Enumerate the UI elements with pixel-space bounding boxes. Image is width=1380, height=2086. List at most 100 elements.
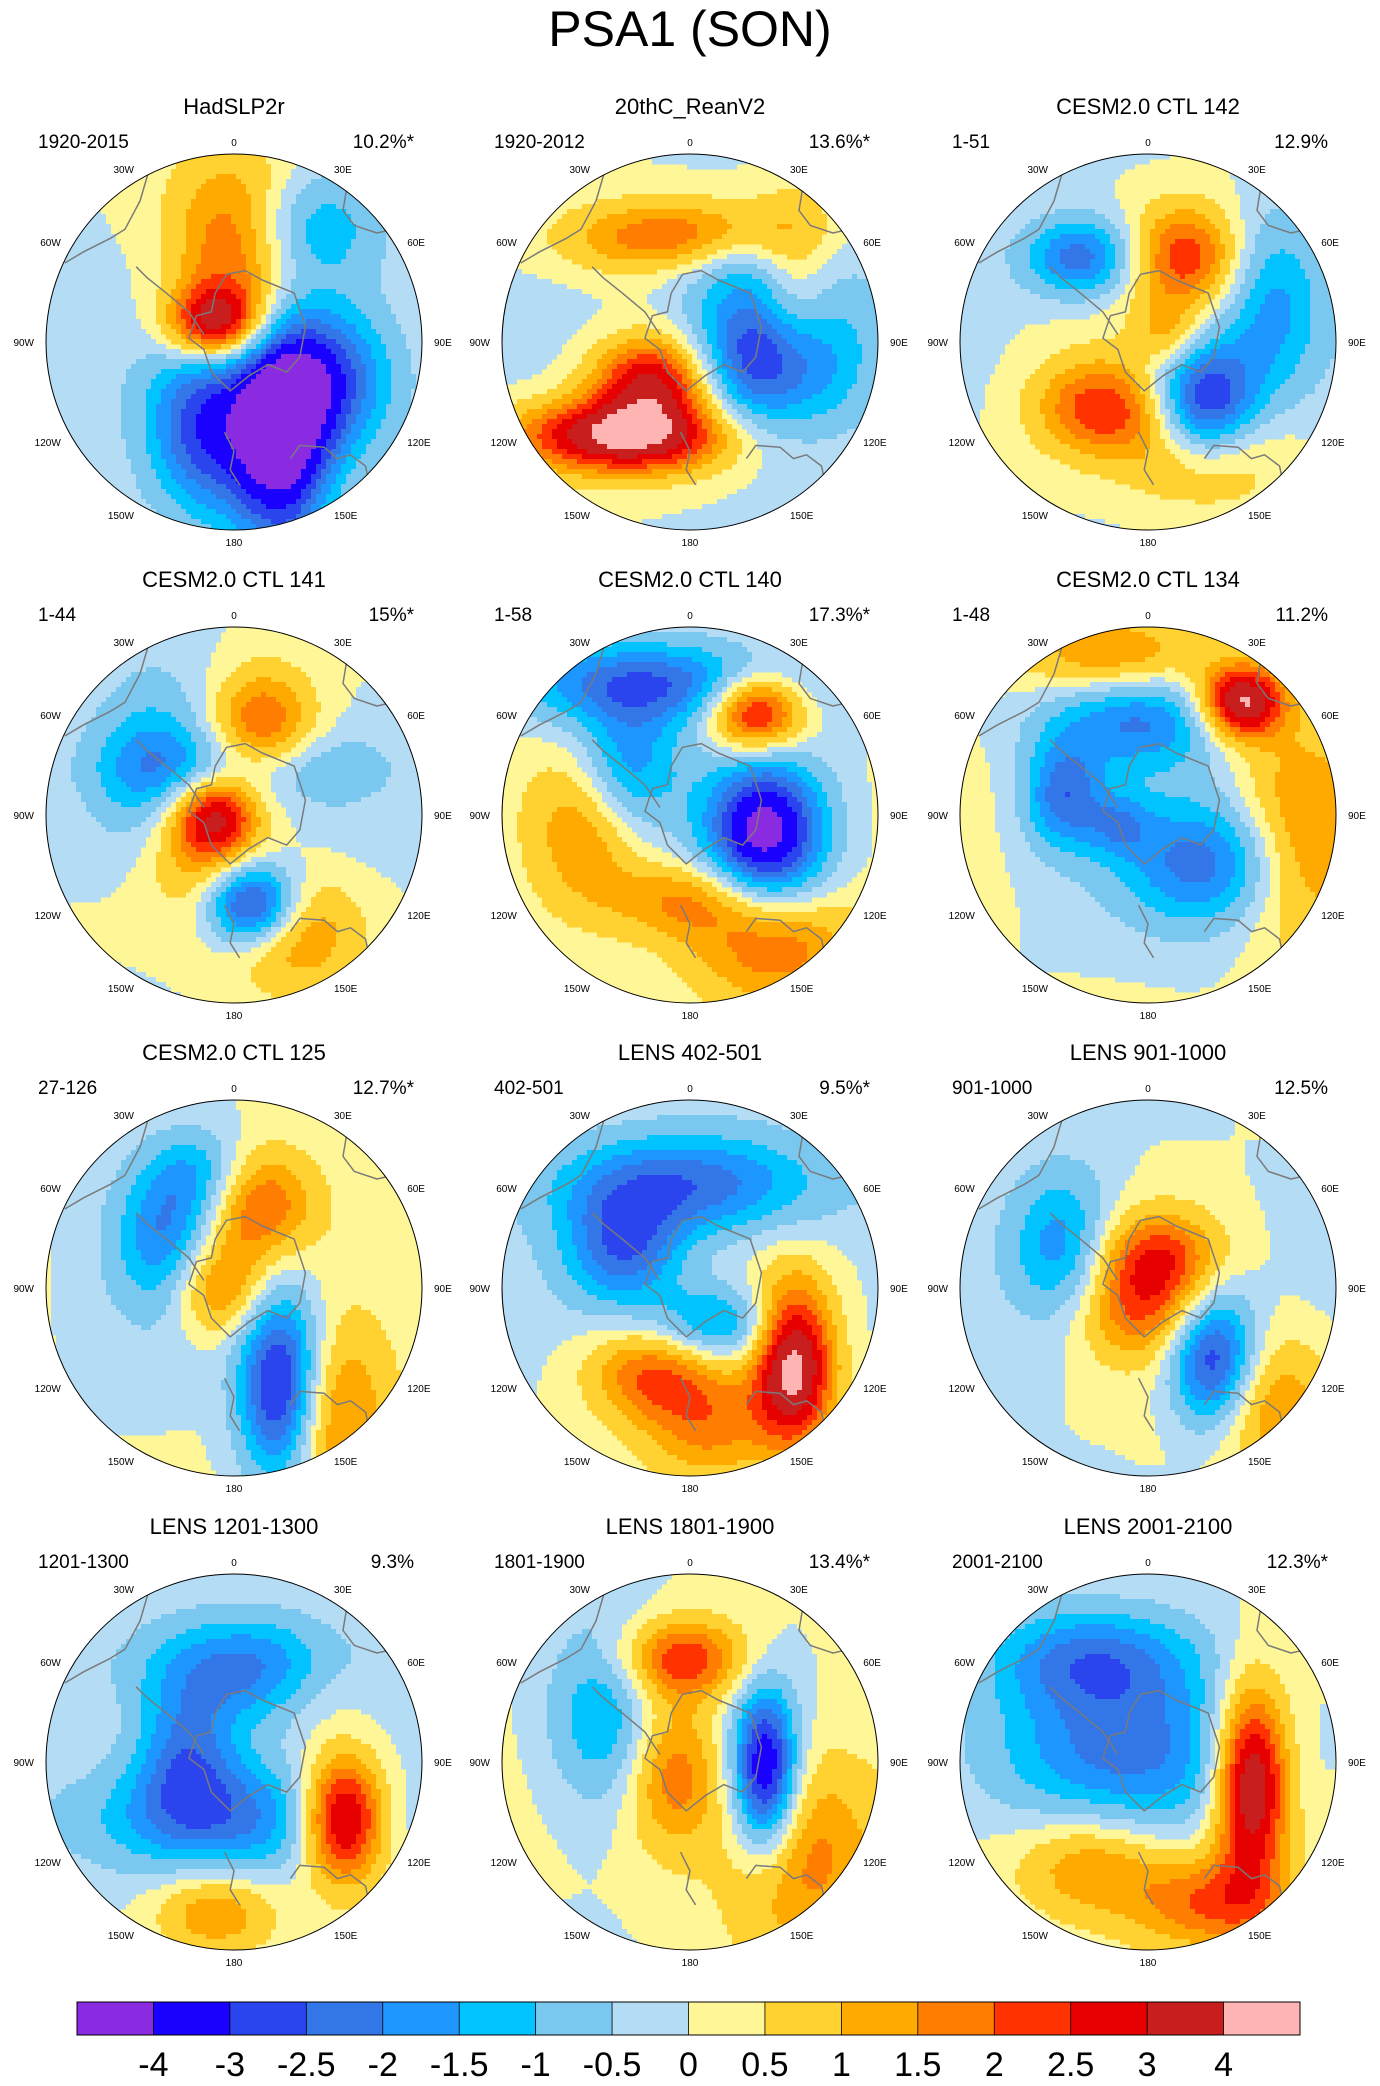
longitude-label: 90W bbox=[469, 338, 490, 349]
africa-coastline bbox=[798, 1607, 850, 1654]
contour-field bbox=[46, 627, 422, 1003]
colorbar-swatch bbox=[688, 2002, 766, 2035]
longitude-label: 60W bbox=[954, 711, 975, 722]
longitude-label: 90E bbox=[890, 1284, 908, 1295]
colorbar-tick-label: 2.5 bbox=[1047, 2046, 1094, 2084]
map-border bbox=[501, 1099, 879, 1477]
contour-field bbox=[46, 1574, 422, 1950]
longitude-label: 30W bbox=[1027, 1585, 1048, 1596]
colorbar-tick-label: 2 bbox=[985, 2046, 1004, 2084]
longitude-label: 150E bbox=[334, 984, 358, 995]
peninsula-coastline bbox=[591, 266, 661, 335]
australia-coastline bbox=[289, 1390, 371, 1432]
coastlines bbox=[64, 1588, 394, 1906]
colorbar-swatch bbox=[459, 2002, 537, 2035]
longitude-label: 120E bbox=[1321, 1858, 1345, 1869]
longitude-label: 30E bbox=[1248, 1111, 1266, 1122]
colorbar-swatch bbox=[764, 2002, 842, 2035]
colorbar-swatch bbox=[382, 2002, 460, 2035]
longitude-label: 90E bbox=[890, 811, 908, 822]
longitude-label: 120W bbox=[491, 1858, 518, 1869]
colorbar-swatch bbox=[841, 2002, 919, 2035]
longitude-label: 60E bbox=[407, 1184, 425, 1195]
longitude-label: 0 bbox=[687, 138, 693, 149]
longitude-label: 120W bbox=[491, 438, 518, 449]
panel-period: 1201-1300 bbox=[38, 1552, 129, 1573]
longitude-label: 90E bbox=[434, 1758, 452, 1769]
longitude-label: 0 bbox=[687, 1558, 693, 1569]
peninsula-coastline bbox=[135, 739, 205, 808]
panel-variance: 17.3%* bbox=[809, 605, 871, 626]
longitude-label: 180 bbox=[682, 1958, 699, 1969]
longitude-label: 30W bbox=[113, 1111, 134, 1122]
longitude-label: 60E bbox=[407, 238, 425, 249]
longitude-label: 0 bbox=[687, 611, 693, 622]
longitude-label: 120E bbox=[407, 438, 431, 449]
panel-variance: 9.3% bbox=[371, 1552, 414, 1573]
antarctica-coastline bbox=[1102, 269, 1221, 392]
longitude-label: 150E bbox=[334, 1457, 358, 1468]
longitude-label: 90E bbox=[434, 811, 452, 822]
longitude-label: 0 bbox=[1145, 611, 1151, 622]
longitude-label: 150W bbox=[108, 1931, 135, 1942]
panel-title: LENS 2001-2100 bbox=[1064, 1514, 1233, 1539]
longitude-label: 90E bbox=[890, 338, 908, 349]
south-america-coastline bbox=[64, 1114, 151, 1210]
colorbar-swatch bbox=[306, 2002, 384, 2035]
map-border bbox=[959, 1573, 1337, 1951]
antarctica-coastline bbox=[188, 269, 307, 392]
longitude-label: 30W bbox=[569, 1585, 590, 1596]
longitude-label: 150E bbox=[790, 1457, 814, 1468]
africa-coastline bbox=[342, 187, 394, 234]
longitude-label: 150E bbox=[790, 511, 814, 522]
map-border bbox=[959, 1099, 1337, 1477]
longitude-label: 30W bbox=[569, 638, 590, 649]
panel-variance: 15%* bbox=[369, 605, 415, 626]
australia-coastline bbox=[1203, 1390, 1285, 1432]
longitude-label: 120W bbox=[491, 1384, 518, 1395]
colorbar-tick-label: 4 bbox=[1214, 2046, 1233, 2084]
south-america-coastline bbox=[978, 641, 1065, 737]
panel-period: 2001-2100 bbox=[952, 1552, 1043, 1573]
longitude-label: 30E bbox=[790, 1111, 808, 1122]
longitude-label: 90W bbox=[927, 811, 948, 822]
map-panel: 0 30E 60E 90E 120E 150E 180 150W 120W 90W 60W 30W LE… bbox=[469, 1514, 908, 1969]
colorbar-swatch bbox=[535, 2002, 613, 2035]
longitude-label: 150W bbox=[108, 984, 135, 995]
longitude-label: 90W bbox=[927, 338, 948, 349]
longitude-label: 30W bbox=[1027, 1111, 1048, 1122]
panel-period: 1-51 bbox=[952, 132, 990, 153]
longitude-label: 30W bbox=[113, 1585, 134, 1596]
longitude-label: 150W bbox=[1022, 511, 1049, 522]
longitude-label: 30E bbox=[334, 1585, 352, 1596]
longitude-label: 150E bbox=[1248, 1931, 1272, 1942]
australia-coastline bbox=[1203, 1864, 1285, 1906]
longitude-label: 0 bbox=[231, 611, 237, 622]
antarctica-coastline bbox=[1102, 1215, 1221, 1338]
contour-field bbox=[502, 154, 878, 530]
panel-title: 20thC_ReanV2 bbox=[615, 94, 765, 119]
longitude-label: 0 bbox=[687, 1084, 693, 1095]
colorbar-tick-label: -2.5 bbox=[277, 2046, 336, 2084]
panel-period: 1920-2015 bbox=[38, 132, 129, 153]
panel-variance: 10.2%* bbox=[353, 132, 415, 153]
peninsula-coastline bbox=[591, 1686, 661, 1755]
longitude-label: 120W bbox=[35, 438, 62, 449]
longitude-label: 0 bbox=[231, 138, 237, 149]
colorbar-tick-label: 1.5 bbox=[894, 2046, 941, 2084]
map-panel: 0 30E 60E 90E 120E 150E 180 150W 120W 90W 60W 30W CE… bbox=[469, 567, 908, 1022]
colorbar-swatch bbox=[77, 2002, 154, 2035]
peninsula-coastline bbox=[135, 1686, 205, 1755]
colorbar-swatch bbox=[153, 2002, 231, 2035]
longitude-label: 90E bbox=[1348, 338, 1366, 349]
panel-title: CESM2.0 CTL 125 bbox=[142, 1040, 326, 1065]
longitude-label: 90W bbox=[469, 811, 490, 822]
longitude-label: 150W bbox=[1022, 984, 1049, 995]
longitude-label: 30E bbox=[334, 1111, 352, 1122]
coastlines bbox=[520, 1114, 850, 1432]
longitude-label: 60E bbox=[1321, 1658, 1339, 1669]
longitude-label: 90W bbox=[927, 1284, 948, 1295]
colorbar-tick-label: -3 bbox=[215, 2046, 245, 2084]
map-panel: 0 30E 60E 90E 120E 150E 180 150W 120W 90W 60W 30W CE… bbox=[13, 567, 452, 1022]
